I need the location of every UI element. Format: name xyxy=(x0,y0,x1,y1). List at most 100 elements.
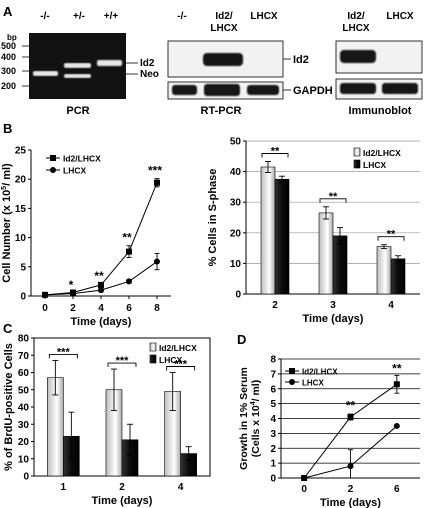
immunoblot-gapdh-band xyxy=(382,83,418,94)
y-tick-label: 60 xyxy=(18,368,30,379)
immunoblot-lane-label: LHCX xyxy=(342,23,370,34)
y-tick-label: 70 xyxy=(18,351,30,362)
band-label-id2: Id2 xyxy=(293,54,309,66)
x-tick-label: 6 xyxy=(126,303,132,314)
y-tick-label: 5 xyxy=(270,399,276,410)
pcr-caption: PCR xyxy=(66,105,89,117)
y-tick-label: 15 xyxy=(15,204,27,215)
data-point xyxy=(393,381,400,388)
immunoblot-id2-band xyxy=(340,50,376,63)
data-point xyxy=(126,278,132,285)
bar xyxy=(390,258,406,295)
data-point xyxy=(154,179,160,186)
legend-label: LHCX xyxy=(363,160,386,170)
band-label-neo: Neo xyxy=(140,69,159,80)
y-tick-label: 20 xyxy=(230,228,242,239)
significance-bracket xyxy=(166,366,196,371)
legend-marker xyxy=(50,155,56,161)
significance-label: ** xyxy=(387,229,396,241)
y-tick-label: 5 xyxy=(20,262,26,273)
significance-label: *** xyxy=(148,164,162,178)
rtpcr-lane-label: LHCX xyxy=(210,23,238,34)
rtpcr-lane-label: Id2/ xyxy=(215,11,232,22)
x-tick-label: 2 xyxy=(119,482,125,493)
y-tick-label: 0 xyxy=(20,292,26,303)
ladder-label: 300 xyxy=(1,66,16,76)
data-point xyxy=(347,463,354,470)
data-point xyxy=(347,414,354,421)
legend-label: Id2/LHCX xyxy=(363,148,401,158)
s-phase-chart: 0 10 20 30 40 50 2 ** 3 ** 4 ** Id2/LHCX LHCX Time (da… xyxy=(207,137,420,325)
x-tick-label: 4 xyxy=(98,303,104,314)
legend-marker xyxy=(50,167,56,173)
bar xyxy=(376,246,392,295)
rtpcr-caption: RT-PCR xyxy=(201,105,242,117)
y-tick-label: 8 xyxy=(270,355,276,366)
ladder-label: 400 xyxy=(1,52,16,62)
gel-band-neo xyxy=(64,74,91,78)
y-tick-label: 10 xyxy=(18,454,30,465)
legend-label: Id2/LHCX xyxy=(302,368,338,377)
x-axis-label: Time (days) xyxy=(320,497,381,508)
panel-letter-d: D xyxy=(237,332,246,347)
bar xyxy=(318,212,334,295)
significance-label: ** xyxy=(346,399,356,413)
band-label-gapdh: GAPDH xyxy=(293,85,333,97)
brdu-chart: 0 10 20 30 40 50 60 70 80 1 *** 2 *** 4 *** Id2/LHCX LHC… xyxy=(3,334,211,507)
pcr-lane-label: -/- xyxy=(40,11,49,22)
immunoblot-gapdh-band xyxy=(340,83,376,94)
significance-bracket xyxy=(377,236,405,241)
rtpcr-gapdh-band xyxy=(204,84,240,96)
x-tick-label: 4 xyxy=(388,300,394,311)
x-tick-label: 3 xyxy=(330,300,336,311)
y-tick-label: 20 xyxy=(18,437,30,448)
rtpcr-gapdh-band xyxy=(172,85,197,95)
ladder-label: 500 xyxy=(1,41,16,51)
significance-label: ** xyxy=(329,191,338,203)
panel-letter-b: B xyxy=(3,121,12,136)
rtpcr-gapdh-band xyxy=(247,85,279,95)
bar xyxy=(274,178,290,295)
data-point xyxy=(98,281,104,288)
immunoblot-caption: Immunoblot xyxy=(349,105,412,117)
y-axis-label: Growth in 1% Serum xyxy=(238,367,250,470)
bar xyxy=(332,235,348,295)
rtpcr-lane-label: -/- xyxy=(177,11,186,22)
legend-label: LHCX xyxy=(159,355,182,365)
significance-label: ** xyxy=(271,146,280,158)
y-tick-label: 4 xyxy=(270,414,276,425)
legend-marker xyxy=(289,379,295,385)
y-tick-label: 2 xyxy=(270,444,276,455)
pcr-gel-panel: -/- +/- +/+ bp 500 400 300 200 Id2 Neo P… xyxy=(1,11,159,117)
x-tick-label: 2 xyxy=(272,300,278,311)
y-axis-label: % Cells in S-phase xyxy=(207,169,219,267)
significance-label: *** xyxy=(174,359,188,371)
y-axis-label-part: (Cells x 10 xyxy=(250,405,262,457)
x-tick-label: 4 xyxy=(178,482,184,493)
data-point xyxy=(393,422,400,429)
y-tick-label: 50 xyxy=(18,385,30,396)
significance-bracket xyxy=(319,198,347,203)
y-tick-label: 25 xyxy=(15,146,27,157)
legend-label: Id2/LHCX xyxy=(63,154,101,164)
data-point xyxy=(98,287,104,294)
panel-letter-a: A xyxy=(3,4,13,19)
bar xyxy=(260,166,276,295)
gel-band-neo xyxy=(33,71,58,76)
legend-swatch xyxy=(353,147,361,157)
y-axis-label-sup: 5 xyxy=(1,186,8,190)
y-axis-label-part: / ml) xyxy=(250,380,262,402)
y-tick-label: 40 xyxy=(230,167,242,178)
immunoblot-panel: Id2/ LHCX LHCX Immunoblot xyxy=(335,11,423,117)
y-tick-label: 0 xyxy=(23,472,29,483)
x-tick-label: 6 xyxy=(394,484,400,495)
x-axis-label: Time (days) xyxy=(92,495,153,507)
y-tick-label: 80 xyxy=(18,334,30,345)
bp-unit-label: bp xyxy=(7,33,17,42)
x-tick-label: 2 xyxy=(348,484,354,495)
legend-swatch xyxy=(149,354,157,364)
y-tick-label: 1 xyxy=(270,459,276,470)
legend-label: LHCX xyxy=(63,166,86,176)
immunoblot-lane-label: LHCX xyxy=(386,11,414,22)
